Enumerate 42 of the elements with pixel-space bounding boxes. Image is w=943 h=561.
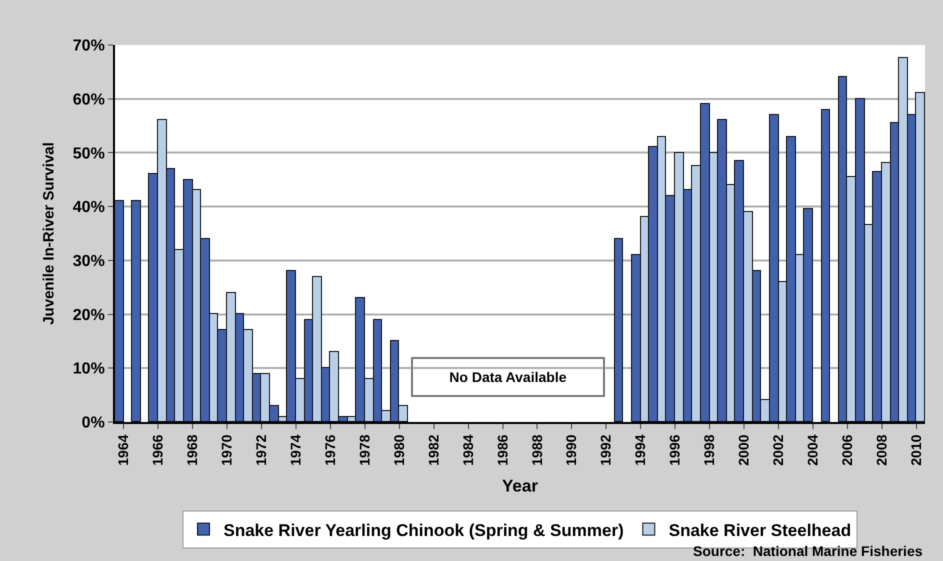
- x-tick-label: 1988: [528, 434, 545, 466]
- x-tick-label: 1976: [322, 434, 338, 466]
- x-tick-label: 2000: [736, 434, 752, 466]
- x-tick-label: 1984: [460, 434, 476, 466]
- y-tick-label: 20%: [72, 306, 105, 324]
- y-tick-label: 0%: [82, 414, 105, 432]
- x-tick-label: 1974: [288, 434, 304, 466]
- y-tick-label: 70%: [72, 38, 105, 55]
- x-tick-label: 1978: [356, 434, 372, 466]
- legend-label: Snake River Yearling Chinook (Spring & Summer): [224, 520, 624, 540]
- x-tick-label: 1968: [184, 434, 200, 466]
- x-tick-label: 1992: [598, 434, 614, 466]
- bar: [131, 200, 141, 422]
- x-tick-label: 1972: [253, 434, 270, 466]
- x-tick-label: 2002: [770, 434, 786, 466]
- x-tick-label: 1986: [494, 434, 510, 466]
- x-tick-label: 1982: [425, 434, 442, 466]
- x-tick-label: 1996: [666, 434, 683, 466]
- x-tick-label: 1998: [701, 434, 718, 466]
- y-tick-label: 40%: [72, 199, 105, 216]
- y-tick-label: 10%: [72, 360, 105, 378]
- x-tick-label: 1990: [563, 434, 580, 466]
- bar: [821, 109, 830, 422]
- source-note: Source: National Marine Fisheries: [693, 543, 923, 559]
- x-tick-label: 2010: [908, 434, 924, 466]
- x-tick-label: 1970: [218, 434, 235, 466]
- x-tick-label: 2006: [839, 434, 855, 466]
- legend-label: Snake River Steelhead: [668, 520, 852, 540]
- x-tick-label: 1980: [390, 434, 407, 466]
- y-tick-label: 50%: [72, 145, 105, 162]
- annotation: No Data Available: [449, 369, 567, 385]
- bar: [614, 238, 623, 422]
- y-tick-label: 60%: [72, 91, 105, 108]
- x-tick-label: 1966: [150, 434, 166, 466]
- x-tick-label: 2004: [804, 434, 821, 466]
- y-tick-label: 30%: [72, 253, 105, 270]
- x-tick-label: 1994: [632, 434, 648, 466]
- bar: [115, 200, 124, 422]
- x-tick-label: 2008: [873, 434, 890, 466]
- x-tick-label: 1964: [115, 434, 132, 466]
- x-axis-title: Year: [502, 476, 538, 496]
- y-axis-title: Juvenile In-River Survival: [40, 142, 58, 325]
